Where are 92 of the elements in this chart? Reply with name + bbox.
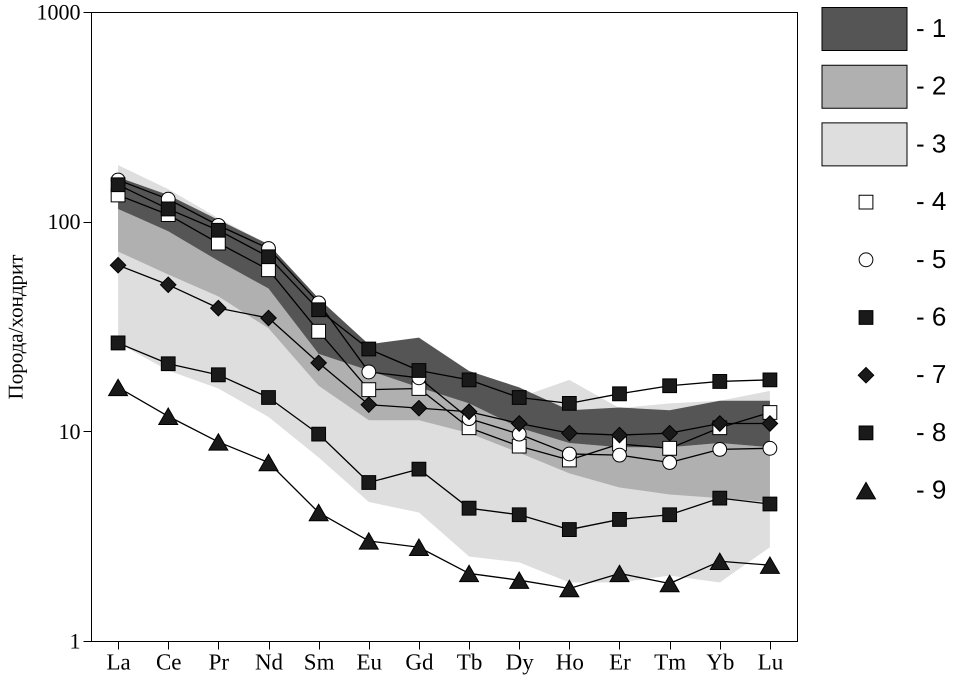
point [110, 177, 126, 192]
point [258, 454, 278, 472]
point [160, 356, 176, 372]
legend-label: - 3 [916, 128, 946, 158]
point [210, 300, 227, 316]
x-tick-label: Ho [556, 650, 584, 674]
point [562, 396, 577, 411]
point [561, 424, 578, 442]
x-tick-label: La [106, 650, 131, 674]
y-tick-label: 100 [48, 209, 80, 234]
point [358, 532, 379, 550]
point [208, 433, 228, 451]
point [562, 522, 577, 537]
legend-label: - 4 [916, 186, 946, 216]
point [712, 415, 728, 432]
point [509, 571, 530, 589]
point [160, 202, 176, 216]
point [612, 386, 627, 402]
point [712, 374, 728, 389]
point [210, 367, 226, 382]
point [610, 564, 630, 582]
x-tick-label: Tm [654, 650, 686, 674]
x-tick-label: Yb [706, 650, 734, 674]
point [410, 400, 428, 416]
point [460, 404, 478, 420]
point [559, 580, 580, 598]
x-tick-label: Lu [758, 650, 784, 674]
point [510, 415, 528, 432]
legend-label: - 9 [916, 474, 946, 505]
legend-label: - 5 [916, 244, 946, 274]
legend-label: - 7 [916, 359, 946, 390]
point [408, 538, 429, 556]
x-tick-label: Pr [208, 650, 230, 674]
point [361, 475, 376, 490]
y-tick-label: 1000 [36, 0, 80, 24]
point [462, 372, 476, 388]
point [760, 556, 780, 574]
point [662, 507, 678, 522]
point [361, 364, 376, 380]
point [412, 462, 426, 477]
point [710, 552, 730, 570]
point [660, 574, 680, 592]
x-tick-label: Nd [254, 650, 284, 674]
point [412, 363, 426, 378]
point [260, 310, 277, 326]
point [311, 302, 326, 318]
point [762, 415, 778, 432]
legend-label: - 6 [916, 302, 946, 332]
point [662, 378, 678, 394]
point [612, 512, 627, 527]
point [512, 507, 527, 522]
x-tick-label: Gd [405, 650, 434, 674]
point [512, 390, 527, 405]
point [160, 276, 176, 294]
point [361, 382, 376, 398]
point [360, 396, 378, 413]
point [158, 408, 178, 425]
point [308, 504, 329, 522]
point [210, 222, 226, 238]
point [110, 256, 126, 274]
point [661, 424, 678, 442]
legend-label: - 1 [916, 13, 946, 43]
x-tick-label: Tb [456, 650, 482, 674]
x-tick-label: Eu [356, 650, 383, 674]
legend-label: - 2 [916, 70, 946, 101]
point [108, 378, 128, 396]
point [712, 442, 728, 457]
point [459, 564, 480, 582]
point [311, 426, 326, 442]
point [662, 455, 678, 470]
point [462, 500, 476, 516]
x-tick-label: Dy [506, 650, 534, 674]
x-tick-label: Sm [304, 650, 335, 674]
point [261, 249, 276, 264]
point [361, 342, 376, 356]
point [110, 336, 126, 350]
point [612, 448, 627, 463]
x-tick-label: Ce [156, 650, 182, 674]
point [762, 372, 778, 388]
point [611, 426, 628, 444]
point [261, 390, 276, 405]
point [712, 490, 728, 506]
y-tick-label: 1 [70, 628, 80, 654]
y-axis-title: Порода/хондрит [4, 254, 28, 400]
point [311, 324, 326, 339]
point [662, 440, 678, 456]
legend-label: - 8 [916, 416, 946, 447]
point [310, 354, 327, 372]
x-tick-label: Er [609, 650, 632, 674]
point [562, 446, 577, 462]
point [762, 496, 778, 512]
y-tick-label: 10 [58, 418, 80, 444]
